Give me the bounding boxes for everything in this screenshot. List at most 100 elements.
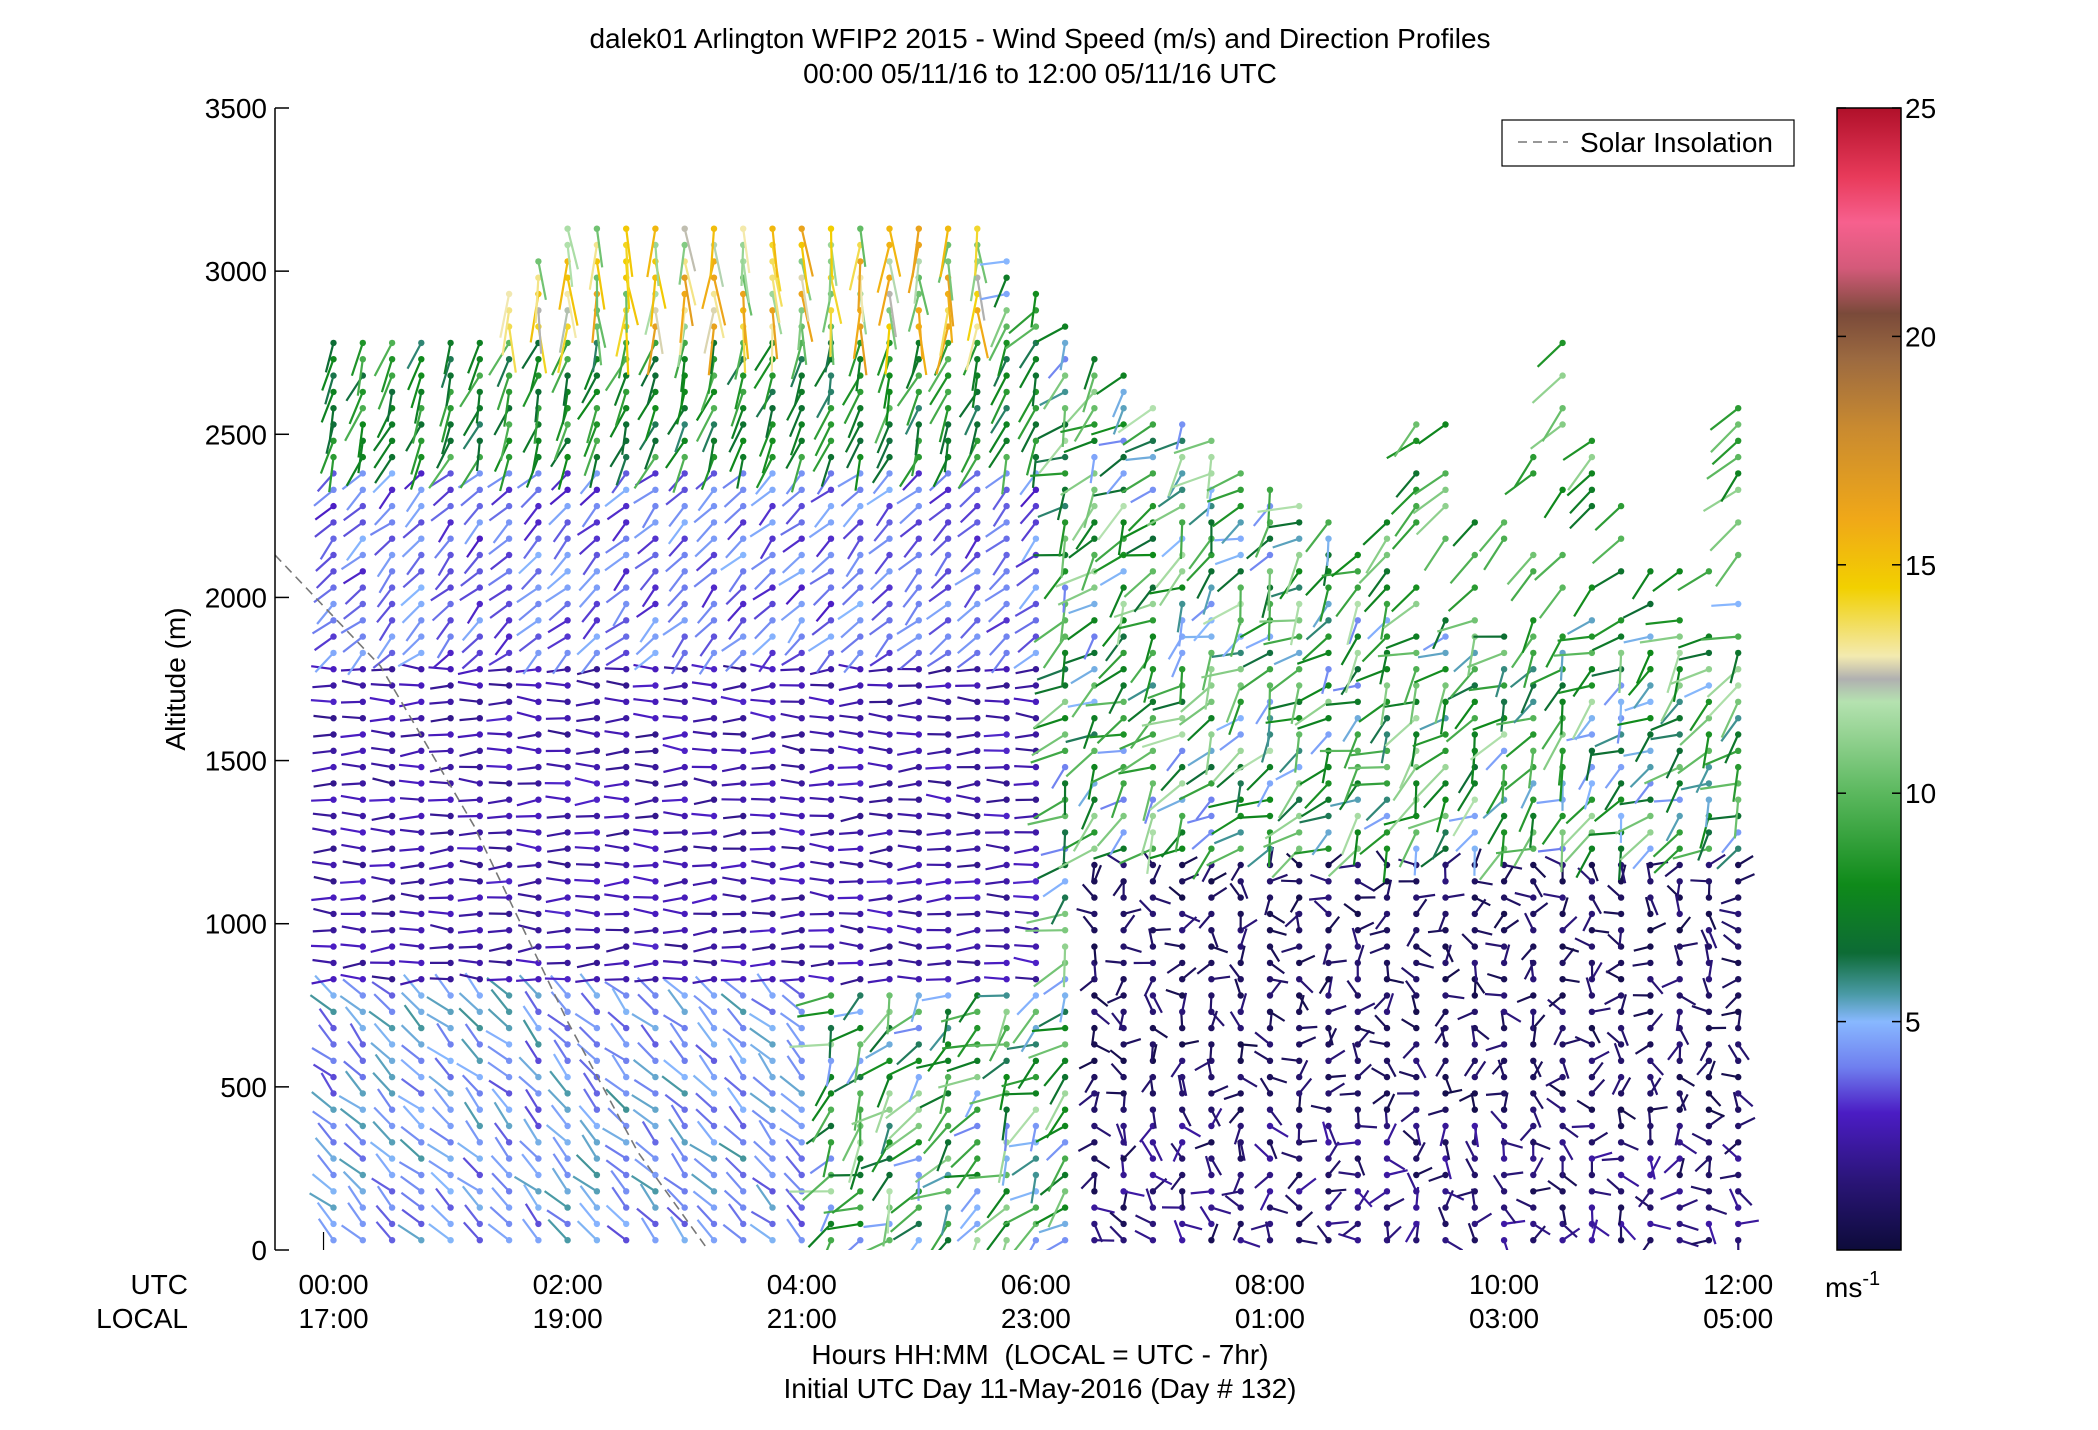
wind-barb-dot: [1003, 291, 1009, 297]
wind-barb-shaft: [371, 1043, 392, 1061]
wind-barb-shaft: [459, 779, 480, 784]
wind-barb-shaft: [1192, 832, 1211, 849]
wind-barb-shaft: [1156, 555, 1182, 588]
wind-barb-dot: [886, 1237, 892, 1243]
wind-barb-dot: [769, 1041, 775, 1047]
wind-barb-dot: [1208, 813, 1214, 819]
wind-barb-shaft: [312, 829, 333, 833]
wind-barb-shaft: [548, 571, 568, 589]
wind-barb-dot: [1267, 1237, 1273, 1243]
wind-barb-dot: [1325, 960, 1331, 966]
wind-barb-dot: [1559, 960, 1565, 966]
wind-barb-shaft: [464, 425, 480, 450]
wind-barb-dot: [1325, 1204, 1331, 1210]
wind-barb-shaft: [750, 815, 772, 816]
wind-barb-dot: [1618, 780, 1624, 786]
wind-barb-dot: [711, 1155, 717, 1161]
wind-barb-dot: [1150, 699, 1156, 705]
wind-barb-dot: [389, 470, 395, 476]
wind-barb-dot: [682, 1155, 688, 1161]
wind-barb-shaft: [605, 698, 627, 702]
wind-barb-dot: [1062, 1172, 1068, 1178]
wind-barb-dot: [1559, 992, 1565, 998]
wind-barb-dot: [1296, 1155, 1302, 1161]
wind-barb-shaft: [344, 1143, 363, 1159]
wind-barb-dot: [1442, 1107, 1448, 1113]
wind-barb-shaft: [559, 261, 567, 309]
wind-barb-dot: [1033, 1041, 1039, 1047]
wind-barb-shaft: [693, 930, 714, 935]
wind-barb-dot: [1267, 1074, 1273, 1080]
wind-barb-dot: [1647, 748, 1653, 754]
wind-barb-dot: [1501, 829, 1507, 835]
wind-barb-dot: [711, 633, 717, 639]
wind-barb-dot: [418, 862, 424, 868]
wind-barb-dot: [1472, 846, 1478, 852]
wind-barb-dot: [477, 633, 483, 639]
wind-barb-dot: [1208, 846, 1214, 852]
wind-barb-dot: [974, 1188, 980, 1194]
wind-barb-shaft: [487, 733, 509, 734]
wind-barb-dot: [1442, 470, 1448, 476]
wind-barb-dot: [623, 487, 629, 493]
wind-barb-dot: [594, 1237, 600, 1243]
wind-barb-dot: [447, 878, 453, 884]
wind-barb-dot: [886, 372, 892, 378]
wind-barb-shaft: [809, 522, 831, 537]
wind-barb-shaft: [460, 588, 480, 601]
wind-barb-shaft: [830, 1028, 831, 1058]
wind-barb-dot: [447, 552, 453, 558]
wind-barb-dot: [1618, 1139, 1624, 1145]
wind-barb-shaft: [311, 800, 333, 801]
wind-barb-dot: [1208, 633, 1214, 639]
wind-barb-dot: [886, 226, 892, 232]
wind-barb-dot: [652, 356, 658, 362]
wind-barb-dot: [1442, 1074, 1448, 1080]
wind-barb-dot: [1501, 1188, 1507, 1194]
wind-barb-shaft: [578, 522, 597, 535]
wind-barb-dot: [1208, 699, 1214, 705]
wind-barb-dot: [974, 1025, 980, 1031]
wind-barb-dot: [1267, 943, 1273, 949]
wind-barb-dot: [535, 1058, 541, 1064]
wind-barb-dot: [1003, 1041, 1009, 1047]
wind-barb-dot: [1355, 1221, 1361, 1227]
wind-barb-shaft: [839, 686, 860, 691]
wind-barb-dot: [1413, 829, 1419, 835]
wind-barb-dot: [564, 1058, 570, 1064]
wind-barb-shaft: [655, 310, 662, 354]
wind-barb-shaft: [1069, 604, 1095, 613]
wind-barb-shaft: [1573, 669, 1592, 696]
wind-barb-shaft: [457, 1064, 480, 1078]
wind-barb-dot: [740, 1204, 746, 1210]
wind-barb-dot: [1003, 1074, 1009, 1080]
wind-barb-dot: [916, 1009, 922, 1015]
wind-barb-dot: [886, 976, 892, 982]
wind-barb-dot: [1355, 1074, 1361, 1080]
wind-barb-shaft: [317, 571, 334, 588]
wind-barb-dot: [623, 748, 629, 754]
wind-barb-dot: [1179, 780, 1185, 786]
wind-barb-dot: [1559, 927, 1565, 933]
wind-barb-shaft: [1415, 849, 1417, 876]
wind-barb-dot: [360, 601, 366, 607]
wind-barb-dot: [1384, 1090, 1390, 1096]
wind-barb-dot: [945, 829, 951, 835]
wind-barb-shaft: [1322, 669, 1328, 694]
wind-barb-dot: [1413, 780, 1419, 786]
wind-barb-dot: [1442, 421, 1448, 427]
wind-barb-dot: [1062, 699, 1068, 705]
wind-barb-shaft: [431, 588, 451, 601]
wind-barb-dot: [1238, 487, 1244, 493]
wind-barb-dot: [535, 780, 541, 786]
wind-barb-shaft: [752, 999, 773, 1012]
wind-barb-shaft: [1068, 620, 1095, 639]
wind-barb-dot: [1442, 487, 1448, 493]
wind-barb-dot: [740, 226, 746, 232]
wind-barb-dot: [594, 1172, 600, 1178]
wind-barb-dot: [330, 454, 336, 460]
wind-barb-dot: [1091, 1204, 1097, 1210]
wind-barb-shaft: [663, 716, 685, 718]
wind-barb-dot: [945, 405, 951, 411]
